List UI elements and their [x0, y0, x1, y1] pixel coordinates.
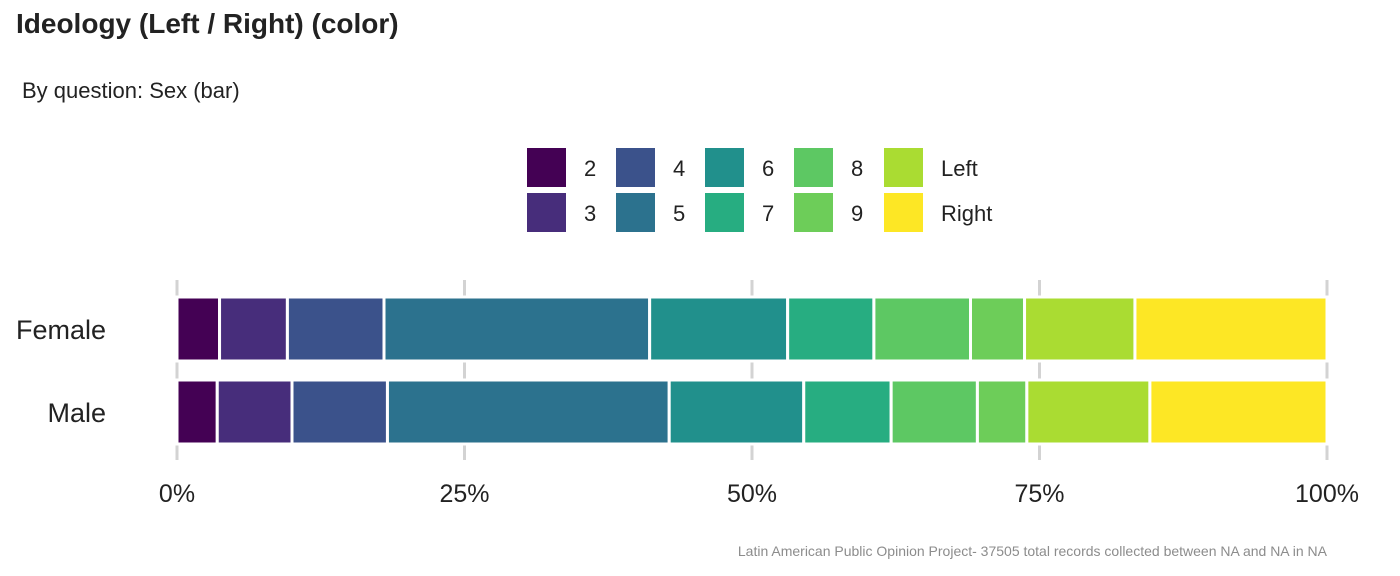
bar-segment — [175, 378, 219, 446]
bar-segment — [175, 295, 222, 363]
bar-segment — [1025, 378, 1152, 446]
chart-subtitle: By question: Sex (bar) — [22, 78, 240, 103]
legend-label: 9 — [851, 201, 863, 226]
legend-swatch — [884, 193, 923, 232]
legend-swatch — [527, 193, 566, 232]
bar-segment — [1023, 295, 1137, 363]
x-tick-label: 100% — [1295, 480, 1359, 508]
x-tick-label: 0% — [159, 480, 195, 508]
bar-segment — [1133, 295, 1329, 363]
bar-segment — [285, 295, 386, 363]
legend-swatch — [616, 148, 655, 187]
legend-swatch — [794, 193, 833, 232]
bar-segment — [218, 295, 289, 363]
legend-item: 6 — [705, 148, 774, 187]
legend-label: 5 — [673, 201, 685, 226]
legend-label: 3 — [584, 201, 596, 226]
chart-title: Ideology (Left / Right) (color) — [16, 8, 399, 39]
category-label: Male — [47, 398, 106, 428]
bar-segment — [975, 378, 1029, 446]
legend-label: 6 — [762, 156, 774, 181]
bar-segment — [382, 295, 652, 363]
legend-swatch — [705, 148, 744, 187]
x-tick-label: 50% — [727, 480, 777, 508]
legend-swatch — [616, 193, 655, 232]
bar-segment — [802, 378, 893, 446]
legend-swatch — [794, 148, 833, 187]
bars — [175, 295, 1329, 446]
legend-item: Left — [884, 148, 978, 187]
legend-item: 9 — [794, 193, 863, 232]
bar-segment — [969, 295, 1027, 363]
legend-label: 7 — [762, 201, 774, 226]
bar-segment — [667, 378, 806, 446]
legend-item: 8 — [794, 148, 863, 187]
bar-segment — [385, 378, 671, 446]
category-labels: Female Male — [16, 315, 106, 428]
legend-swatch — [705, 193, 744, 232]
bar-segment — [648, 295, 790, 363]
legend-label: Left — [941, 156, 978, 181]
bar-segment — [786, 295, 876, 363]
legend-swatch — [884, 148, 923, 187]
x-tick-labels: 0% 25% 50% 75% 100% — [159, 480, 1359, 508]
x-tick-label: 25% — [439, 480, 489, 508]
legend-label: 2 — [584, 156, 596, 181]
legend-swatch — [527, 148, 566, 187]
legend-label: 8 — [851, 156, 863, 181]
chart-caption: Latin American Public Opinion Project- 3… — [737, 543, 1327, 559]
legend-item: Right — [884, 193, 992, 232]
legend-label: 4 — [673, 156, 685, 181]
legend: 2 3 4 5 6 7 8 9 Left Right — [527, 148, 992, 232]
bar-segment — [215, 378, 294, 446]
bar-segment — [1148, 378, 1329, 446]
bar-segment — [290, 378, 389, 446]
legend-item: 3 — [527, 193, 596, 232]
legend-item: 4 — [616, 148, 685, 187]
legend-item: 7 — [705, 193, 774, 232]
legend-item: 2 — [527, 148, 596, 187]
bar-segment — [872, 295, 973, 363]
bar-segment — [889, 378, 979, 446]
legend-item: 5 — [616, 193, 685, 232]
x-tick-label: 75% — [1014, 480, 1064, 508]
legend-label: Right — [941, 201, 992, 226]
category-label: Female — [16, 315, 106, 345]
